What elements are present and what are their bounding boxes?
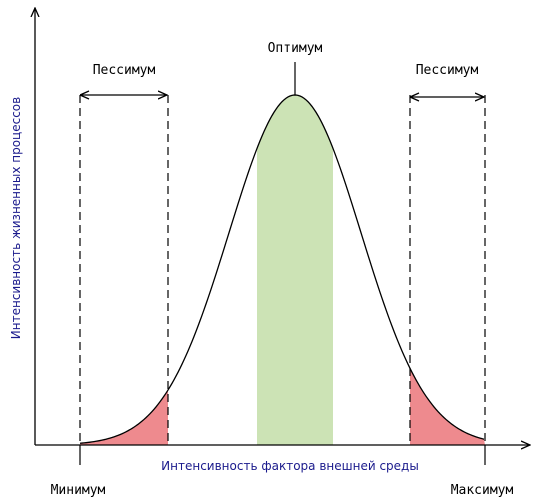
pessimum-right-label: Пессимум <box>416 63 479 78</box>
optimum-zone <box>257 95 333 445</box>
optimum-label: Оптимум <box>268 41 323 56</box>
regions <box>80 95 485 445</box>
pessimum-left-label: Пессимум <box>93 63 156 78</box>
x-axis-label: Интенсивность фактора внешней среды <box>161 459 419 473</box>
minimum-label: Минимум <box>51 483 106 498</box>
y-axis-label: Интенсивность жизненных процессов <box>9 97 23 339</box>
pessimum-zone-left <box>80 95 168 445</box>
tolerance-curve <box>79 94 485 444</box>
maximum-label: Максимум <box>451 483 514 498</box>
pessimum-zone-right <box>410 95 485 445</box>
